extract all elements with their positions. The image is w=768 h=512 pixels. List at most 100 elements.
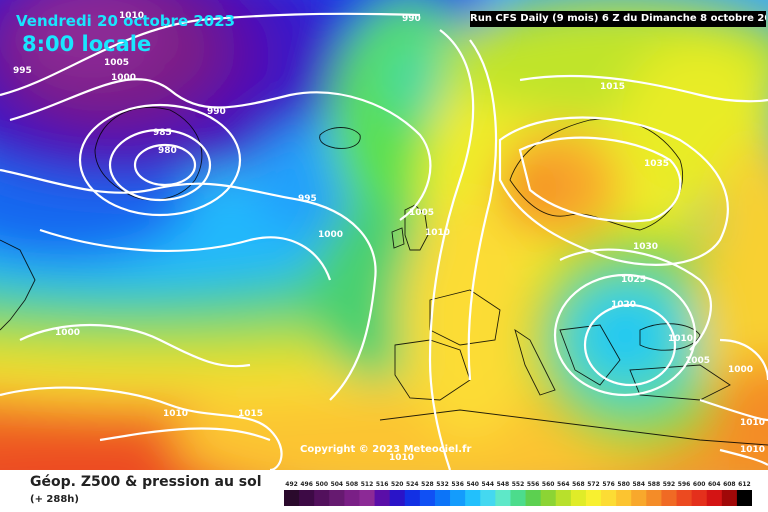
isobar	[518, 136, 682, 223]
legend-color-swatch	[374, 490, 391, 506]
legend-value-label: 536	[451, 481, 464, 488]
isobar	[699, 398, 768, 422]
legend-color-swatch	[570, 490, 587, 506]
isobar	[78, 103, 242, 217]
isobar-label: 995	[298, 194, 317, 204]
isobar	[719, 338, 768, 381]
legend-color-swatch	[404, 490, 421, 506]
copyright-notice: Copyright © 2023 Meteociel.fr	[300, 444, 472, 455]
legend-color-swatch	[706, 490, 723, 506]
legend-value-label: 508	[346, 481, 359, 488]
legend-value-label: 584	[633, 481, 646, 488]
isobar-label: 1010	[389, 453, 414, 463]
isobar	[583, 303, 677, 387]
isobar-label: 1005	[409, 208, 434, 218]
british-isles-coastline	[404, 204, 429, 251]
isobar-label: 995	[13, 66, 32, 76]
isobar-label: 1035	[644, 159, 669, 169]
legend-value-label: 612	[738, 481, 751, 488]
legend-color-swatch	[631, 490, 647, 506]
iceland-coastline	[319, 127, 361, 149]
legend-color-swatch	[299, 490, 315, 506]
legend-color-swatch	[465, 490, 481, 506]
legend-value-label: 500	[315, 481, 328, 488]
isobar	[559, 248, 712, 351]
isobar-label: 1010	[740, 445, 765, 455]
legend-value-label: 568	[572, 481, 585, 488]
legend-value-label: 552	[512, 481, 525, 488]
isobar-label: 1015	[600, 82, 625, 92]
legend-value-label: 548	[497, 481, 510, 488]
iberia-coastline	[394, 339, 471, 401]
legend-value-label: 524	[406, 481, 419, 488]
isobar-label: 1030	[633, 242, 658, 252]
black-sea-coastline	[639, 323, 701, 351]
legend-value-label: 520	[391, 481, 404, 488]
isobar-label: 1020	[611, 300, 636, 310]
isobar	[39, 228, 332, 281]
legend-value-label: 592	[663, 481, 676, 488]
isobar-label: 1000	[318, 230, 343, 240]
balkans-coastline	[559, 324, 621, 386]
legend-color-swatch	[495, 490, 511, 506]
legend-color-swatch	[721, 490, 738, 506]
legend-value-label: 532	[436, 481, 449, 488]
legend-color-swatch	[661, 490, 677, 506]
isobar-label: 1025	[621, 275, 646, 285]
map-canvas: 1010 990 1005 1000 995 990 985 980 995 1…	[0, 0, 768, 470]
ireland-coastline	[391, 227, 405, 249]
isobar	[719, 448, 768, 466]
isobar	[467, 39, 498, 381]
legend-color-swatch	[691, 490, 708, 506]
isobar-label: 1015	[238, 409, 263, 419]
legend-value-label: 600	[693, 481, 706, 488]
legend-value-label: 560	[542, 481, 555, 488]
legend-color-swatch	[419, 490, 436, 506]
legend-color-swatch	[585, 490, 602, 506]
isobar	[0, 168, 377, 401]
legend-value-label: 608	[723, 481, 736, 488]
isobar	[0, 12, 421, 97]
isobar-label: 1000	[728, 365, 753, 375]
forecast-hour: (+ 288h)	[30, 494, 79, 505]
north-africa-coastline	[379, 409, 768, 446]
legend-color-swatch	[676, 490, 693, 506]
isobar	[9, 78, 432, 221]
legend-value-label: 512	[361, 481, 374, 488]
isobar	[498, 116, 729, 266]
isobar	[108, 128, 212, 202]
legend-color-swatch	[434, 490, 451, 506]
legend-value-label: 504	[331, 481, 344, 488]
legend-value-label: 496	[300, 481, 313, 488]
legend-value-label: 572	[587, 481, 600, 488]
legend-value-label: 492	[285, 481, 298, 488]
isobar	[19, 323, 251, 368]
isobar-label: 1010	[740, 418, 765, 428]
legend-value-label: 544	[482, 481, 495, 488]
legend-color-swatch	[480, 490, 496, 506]
legend-color-swatch	[284, 490, 300, 506]
isobar	[428, 29, 475, 470]
parameter-title: Géop. Z500 & pression au sol	[30, 474, 262, 490]
color-scale-legend: 492 496 500 504 508 512 516 520 524 528 532 536 540 5…	[284, 481, 752, 506]
forecast-date: Vendredi 20 octobre 2023	[16, 12, 236, 30]
isobar-label: 985	[153, 128, 172, 138]
italy-coastline	[514, 328, 556, 396]
legend-color-swatch	[736, 490, 752, 506]
legend-value-label: 604	[708, 481, 721, 488]
isobar	[133, 143, 197, 187]
north-america-coastline	[0, 239, 36, 331]
isobar	[99, 427, 271, 442]
legend-value-label: 516	[376, 481, 389, 488]
isobar	[519, 74, 768, 103]
model-run-info: Run CFS Daily (9 mois) 6 Z du Dimanche 8…	[470, 11, 766, 27]
isobar-label: 980	[158, 146, 177, 156]
legend-color-swatch	[359, 490, 375, 506]
isobar-label: 1010	[425, 228, 450, 238]
isobar-label: 1005	[685, 356, 710, 366]
turkey-coastline	[629, 364, 731, 401]
legend-value-label: 528	[421, 481, 434, 488]
isobar	[553, 273, 697, 397]
legend-color-swatch	[555, 490, 572, 506]
